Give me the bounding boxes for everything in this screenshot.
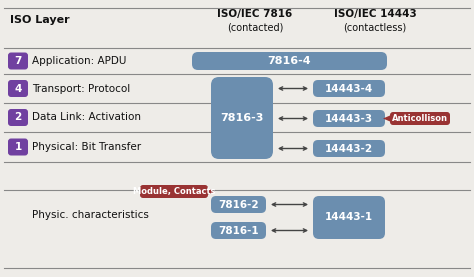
Text: ISO/IEC 14443: ISO/IEC 14443 — [334, 9, 416, 19]
Text: 7816-4: 7816-4 — [268, 56, 311, 66]
Text: 2: 2 — [14, 112, 22, 122]
FancyBboxPatch shape — [8, 109, 28, 126]
Text: 7816-3: 7816-3 — [220, 113, 264, 123]
Text: Transport: Protocol: Transport: Protocol — [32, 83, 130, 94]
Text: 1: 1 — [14, 142, 22, 152]
FancyBboxPatch shape — [211, 222, 266, 239]
Text: 14443-1: 14443-1 — [325, 212, 373, 222]
Text: 7816-2: 7816-2 — [218, 199, 259, 209]
FancyBboxPatch shape — [211, 196, 266, 213]
Polygon shape — [383, 116, 390, 122]
FancyBboxPatch shape — [390, 112, 450, 125]
Text: Anticollison: Anticollison — [392, 114, 448, 123]
FancyBboxPatch shape — [140, 185, 208, 198]
FancyBboxPatch shape — [313, 110, 385, 127]
Text: Module, Contacts: Module, Contacts — [133, 187, 215, 196]
FancyBboxPatch shape — [313, 80, 385, 97]
Text: 14443-3: 14443-3 — [325, 114, 373, 124]
Text: ISO Layer: ISO Layer — [10, 15, 70, 25]
Text: Physic. characteristics: Physic. characteristics — [32, 210, 149, 220]
Text: (contactless): (contactless) — [343, 22, 407, 32]
Text: 4: 4 — [14, 83, 22, 94]
Text: 14443-2: 14443-2 — [325, 143, 373, 153]
Text: (contacted): (contacted) — [227, 22, 283, 32]
FancyBboxPatch shape — [8, 138, 28, 155]
Polygon shape — [208, 189, 215, 194]
FancyBboxPatch shape — [313, 140, 385, 157]
Text: Application: APDU: Application: APDU — [32, 56, 127, 66]
Text: Physical: Bit Transfer: Physical: Bit Transfer — [32, 142, 141, 152]
FancyBboxPatch shape — [8, 53, 28, 70]
Text: 14443-4: 14443-4 — [325, 83, 373, 94]
Text: Data Link: Activation: Data Link: Activation — [32, 112, 141, 122]
FancyBboxPatch shape — [192, 52, 387, 70]
FancyBboxPatch shape — [8, 80, 28, 97]
Text: 7816-1: 7816-1 — [218, 225, 259, 235]
FancyBboxPatch shape — [211, 77, 273, 159]
Text: ISO/IEC 7816: ISO/IEC 7816 — [218, 9, 292, 19]
FancyBboxPatch shape — [313, 196, 385, 239]
Text: 7: 7 — [14, 56, 22, 66]
